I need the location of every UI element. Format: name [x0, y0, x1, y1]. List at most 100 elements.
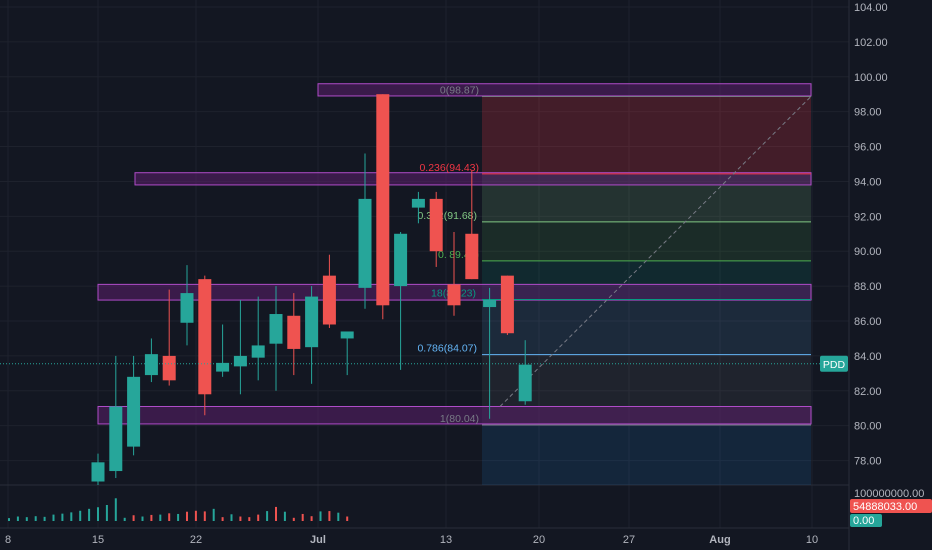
price-axis[interactable]: 104.00 102.00 100.00 98.00 96.00 94.00 92.00 90… [854, 2, 888, 468]
candle-body [269, 314, 283, 344]
candle-body [500, 275, 514, 334]
candle [91, 453, 105, 485]
candle-body [233, 355, 247, 367]
time-tick-label: 27 [623, 534, 635, 546]
volume-bar [203, 511, 206, 521]
volume-zero-tag-bg [850, 514, 882, 527]
volume-bar [257, 514, 260, 521]
candle-body [216, 362, 230, 372]
candle [269, 286, 283, 391]
candle [358, 153, 372, 309]
volume-bar [221, 517, 224, 521]
fib-label: 1(80.04) [440, 413, 479, 425]
fib-label: 0. [438, 249, 447, 261]
candle [162, 289, 176, 386]
time-axis[interactable]: 8 15 22 Jul 13 20 27 Aug 10 [5, 534, 818, 546]
candle [198, 275, 212, 416]
volume-bar [328, 511, 331, 521]
volume-bar [123, 517, 126, 521]
candle-body [340, 331, 354, 339]
symbol-tag-label: PDD [823, 359, 846, 371]
price-tick-label: 104.00 [854, 2, 888, 14]
price-tick-label: 100.00 [854, 72, 888, 84]
candle [483, 287, 497, 419]
fib-label: 0.382(91.68) [417, 210, 477, 222]
zone-rect [97, 405, 812, 425]
volume-bar [239, 516, 242, 521]
volume-bar [25, 517, 28, 521]
price-tick-label: 84.00 [854, 351, 882, 363]
candle-body [411, 198, 425, 208]
fib-band [482, 221, 811, 261]
fib-extension-band [482, 424, 811, 485]
candle [216, 324, 230, 377]
volume-bar [97, 507, 99, 521]
price-tick-label: 78.00 [854, 456, 882, 468]
price-tick-label: 92.00 [854, 211, 882, 223]
price-tick-label: 88.00 [854, 281, 882, 293]
candle-body [162, 355, 176, 381]
price-tick-label: 96.00 [854, 142, 882, 154]
time-tick-label: 20 [533, 534, 545, 546]
volume-bar [301, 513, 304, 521]
candle [500, 275, 514, 335]
fib-band [482, 96, 811, 174]
volume-value-tag: 54888033.00 [853, 501, 917, 513]
candle [109, 355, 123, 479]
volume-bar [168, 513, 171, 521]
volume-bar [150, 514, 153, 521]
candle-body [198, 279, 212, 395]
volume-bar [8, 518, 10, 521]
volume-bar [230, 514, 233, 521]
candle-body [465, 233, 479, 280]
candle-body [180, 293, 194, 323]
volume-value-tag-bg [850, 499, 932, 513]
volume-bar [61, 513, 64, 521]
fib-label: 0.786(84.07) [417, 343, 477, 355]
volume-bar [16, 516, 19, 521]
candle [340, 331, 354, 376]
candle [305, 286, 319, 384]
time-tick-label: 10 [806, 534, 818, 546]
fib-trend-line [499, 96, 812, 407]
time-tick-label: 8 [5, 534, 11, 546]
price-tick-label: 102.00 [854, 37, 888, 49]
price-tick-label: 90.00 [854, 246, 882, 258]
volume-zero-tag: 0.00 [853, 515, 874, 527]
current-price-line: PDD [0, 355, 849, 372]
candle [251, 296, 265, 381]
candle-body [394, 233, 408, 287]
volume-bar [34, 516, 37, 521]
candle-body [91, 462, 105, 482]
candle-body [358, 198, 372, 288]
candle-body [305, 296, 319, 348]
price-tick-label: 86.00 [854, 316, 882, 328]
candle [233, 300, 247, 395]
candle [322, 254, 336, 328]
fib-label: 0(98.87) [440, 84, 479, 96]
fib-label: 0.236(94.43) [419, 162, 479, 174]
candle [394, 232, 408, 370]
volume-bar [283, 511, 286, 521]
volume-bar [177, 513, 180, 521]
candle [518, 340, 532, 405]
time-tick-label: Aug [709, 534, 730, 546]
candle-body [518, 364, 532, 402]
candle-body [447, 284, 461, 306]
time-tick-label: Jul [310, 534, 326, 546]
price-tick-label: 82.00 [854, 386, 882, 398]
volume-bar [70, 512, 73, 521]
volume-bar [52, 514, 55, 521]
volume-bars [8, 498, 349, 521]
fib-band [482, 299, 811, 355]
price-tick-label: 80.00 [854, 421, 882, 433]
candle-body [287, 315, 301, 349]
candle-body [251, 345, 265, 358]
candle [411, 191, 425, 224]
volume-bar [159, 514, 162, 521]
zone-rect [317, 83, 812, 97]
volume-bar [266, 511, 269, 521]
candle-body [483, 300, 497, 308]
price-tick-label: 94.00 [854, 176, 882, 188]
